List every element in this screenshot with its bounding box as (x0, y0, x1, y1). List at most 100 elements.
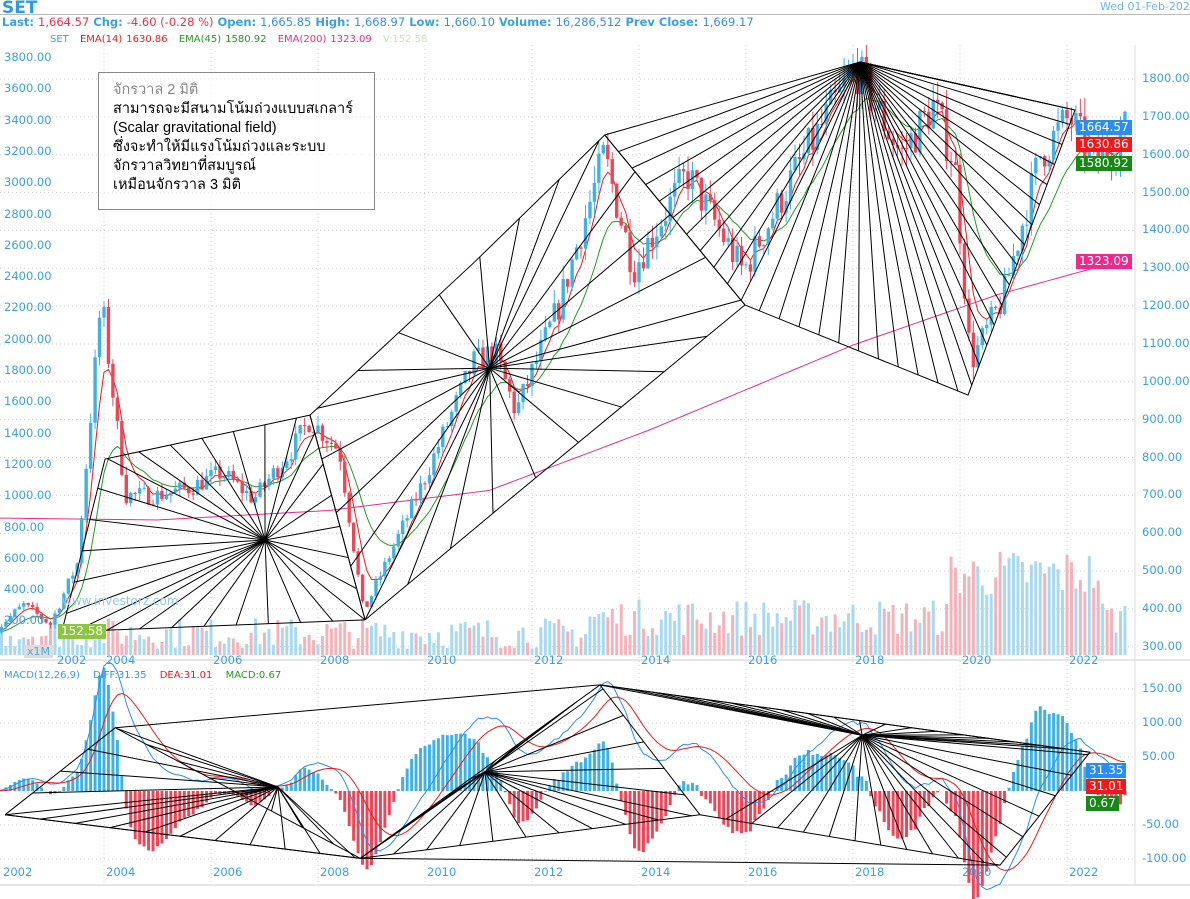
price-fan-ray (489, 179, 560, 369)
macd-histogram-bar (641, 791, 645, 853)
candle-body (628, 232, 632, 273)
symbol-title: SET (2, 0, 38, 18)
left-axis-tick: 2600.00 (4, 237, 52, 252)
macd-x-axis-tick: 2006 (213, 865, 243, 879)
macd-x-axis-tick: 2004 (106, 865, 136, 879)
macd-histogram-bar (209, 791, 213, 798)
macd-histogram-bar (111, 711, 115, 791)
candle-body (583, 218, 588, 249)
candle-body (191, 493, 195, 495)
price-fan-ray (778, 61, 861, 319)
price-fan-ray (859, 61, 959, 392)
macd-fan-ray (862, 734, 1072, 776)
macd-histogram-bar (989, 791, 993, 853)
last-value: 1,664.57 (38, 15, 90, 29)
volume-bar (994, 577, 998, 655)
macd-histogram-bar (833, 755, 837, 791)
volume-bar (744, 602, 748, 655)
volume-bar (352, 648, 356, 655)
candle-body (267, 478, 271, 487)
macd-histogram-bar (387, 791, 391, 816)
price-fan-ray (618, 61, 861, 153)
macd-histogram-bar (954, 791, 958, 816)
last-label: Last: (2, 15, 35, 29)
volume-bar (802, 600, 806, 655)
candle-body (748, 264, 753, 272)
volume-bar (245, 643, 249, 655)
macd-fan-ray (270, 786, 279, 812)
ema200-line (0, 260, 1121, 521)
volume-bar (289, 619, 293, 655)
macd-fan-ray (426, 771, 486, 851)
macd-histogram-bar (454, 733, 458, 791)
macd-fan-ray (854, 735, 863, 841)
volume-bar (53, 623, 57, 655)
x-axis-tick: 2012 (534, 653, 564, 667)
volume-bar (138, 635, 142, 655)
candle-body (771, 218, 775, 229)
macd-histogram-bar (289, 782, 293, 791)
price-fan-ray (264, 432, 316, 541)
right-axis-tick: 900.00 (1142, 411, 1183, 426)
macd-histogram-bar (1083, 766, 1087, 791)
candle-body (4, 621, 8, 627)
macd-histogram-bar (789, 765, 793, 791)
candle-body (178, 482, 182, 489)
candle-body (396, 534, 400, 547)
macd-fan-ray (393, 771, 486, 855)
volume-bar (1087, 556, 1091, 655)
price-fan-ray (859, 61, 1025, 246)
candle-body (137, 488, 142, 494)
candle-body (450, 411, 454, 427)
candle-body (8, 616, 13, 622)
candle-body (1096, 145, 1100, 161)
volume-bar (566, 631, 570, 655)
candle-body (708, 194, 713, 201)
candle-body (820, 123, 824, 125)
macd-fan-ray (87, 748, 278, 788)
candle-body (936, 99, 940, 103)
volume-bar (312, 640, 316, 655)
macd-histogram-bar (419, 748, 423, 791)
candle-body (289, 459, 293, 462)
volume-bar (909, 631, 913, 655)
candle-body (374, 580, 378, 597)
macd-histogram-bar (410, 758, 414, 791)
volume-bar (271, 644, 275, 655)
volume-bar (151, 642, 155, 655)
macd-histogram-bar (503, 791, 507, 793)
price-fan-ray (449, 368, 491, 549)
volume-bar (410, 632, 414, 655)
candle-body (182, 482, 186, 488)
candle-body (552, 303, 556, 322)
candle-body (222, 476, 227, 479)
candle-body (512, 391, 516, 414)
candle-body (227, 470, 231, 477)
macd-histogram-bar (668, 791, 672, 806)
macd-histogram-bar (526, 791, 530, 821)
volume-bar (985, 594, 989, 655)
right-axis-tick: 1700.00 (1142, 108, 1190, 123)
volume-bar (1105, 609, 1109, 655)
price-fan-ray (264, 539, 302, 623)
left-axis-tick: 3400.00 (4, 112, 52, 127)
macd-histogram-bar (187, 791, 191, 817)
macd-fan-ray (861, 735, 882, 846)
diff-tag: 31.35 (1086, 763, 1127, 778)
macd-histogram-bar (294, 775, 298, 791)
volume-bar (980, 585, 984, 655)
volume-bar (815, 626, 819, 655)
macd-fan-ray (484, 771, 494, 842)
price-fan-ray (659, 61, 861, 202)
legend-ema200-value: 1323.09 (330, 34, 372, 45)
macd-histogram-bar (664, 791, 668, 817)
macd-histogram-bar (962, 791, 966, 863)
macd-histogram-bar (762, 791, 766, 809)
volume-bar (370, 625, 373, 655)
candle-body (62, 593, 66, 609)
macd-fan-ray (751, 734, 863, 824)
left-axis-tick: 400.00 (4, 582, 45, 597)
macd-histogram-bar (75, 771, 79, 791)
candle-body (864, 56, 869, 68)
